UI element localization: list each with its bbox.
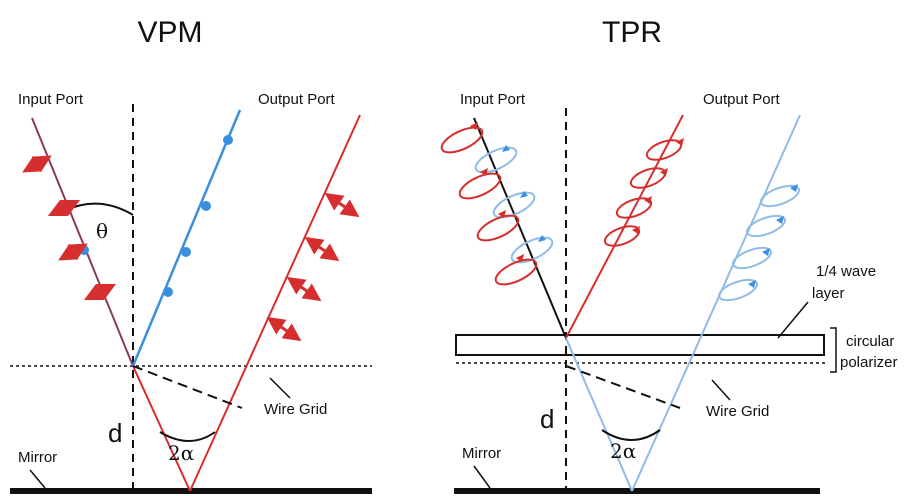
tpr-quarter-wave-label: 1/4 wave	[816, 263, 876, 280]
vpm-alpha-arc	[159, 431, 216, 442]
tpr-polarizer-bracket	[830, 327, 837, 373]
tpr-d-label: d	[540, 404, 554, 434]
tpr-wire-grid-label: Wire Grid	[706, 403, 769, 420]
tpr-blue-helices	[718, 184, 800, 302]
tpr-circular-label: circular	[846, 333, 894, 350]
vpm-input-red-arrows	[22, 155, 117, 301]
vpm-grid-reflected-beam	[131, 109, 242, 367]
vpm-title: VPM	[137, 16, 202, 49]
vpm-transmitted-beam	[132, 365, 191, 492]
tpr-input-helices	[440, 126, 554, 286]
vpm-mirror-pointer	[29, 469, 46, 489]
tpr-polarizer-label: polarizer	[840, 354, 898, 371]
tpr-rotation-arrows	[470, 122, 798, 288]
tpr-panel: TPR Input Port Output Port 2α d Wire Gri…	[440, 16, 898, 494]
tpr-mirror-label: Mirror	[462, 445, 501, 462]
vpm-mirror-reflected-beam	[189, 114, 361, 492]
tpr-alpha-arc	[601, 429, 661, 441]
tpr-mirror-pointer	[473, 465, 491, 489]
tpr-mirror-reflected-beam	[631, 114, 801, 492]
vpm-panel: VPM Input Port Output Port θ 2α d Wire G…	[10, 16, 372, 494]
tpr-input-port-label: Input Port	[460, 91, 526, 108]
tpr-wire-grid-pointer	[711, 379, 731, 401]
tpr-quarter-wave-layer	[455, 334, 825, 356]
tpr-output-port-label: Output Port	[703, 91, 781, 108]
tpr-two-alpha-label: 2α	[610, 439, 636, 463]
vpm-d-label: d	[108, 418, 122, 448]
vpm-mirror-label: Mirror	[18, 449, 57, 466]
vpm-output-red-arrows	[266, 192, 360, 342]
tpr-quarter-wave-label-2: layer	[812, 285, 845, 302]
vpm-output-port-label: Output Port	[258, 91, 336, 108]
tpr-title: TPR	[602, 16, 662, 49]
vpm-theta-arc	[65, 202, 134, 216]
vpm-two-alpha-label: 2α	[168, 441, 194, 465]
vpm-incident-beam	[31, 117, 134, 367]
vpm-wire-grid-pointer	[269, 377, 291, 399]
tpr-path-difference	[565, 365, 681, 409]
tpr-incident-beam	[473, 117, 567, 339]
tpr-quarter-wave-pointer	[777, 301, 809, 339]
vpm-input-port-label: Input Port	[18, 91, 84, 108]
vpm-wire-grid-label: Wire Grid	[264, 401, 327, 418]
vpm-theta-label: θ	[96, 219, 108, 243]
tpr-transmitted-beam	[565, 337, 633, 492]
vpm-path-difference	[132, 365, 243, 409]
